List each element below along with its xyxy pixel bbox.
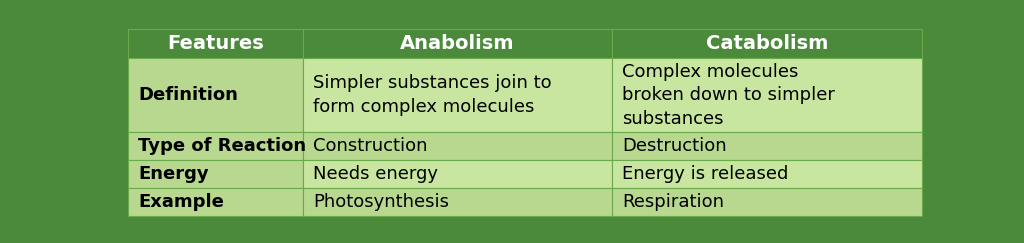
Bar — [128, 58, 303, 132]
Bar — [612, 160, 922, 188]
Bar — [128, 132, 303, 160]
Bar — [303, 160, 612, 188]
Text: Complex molecules
broken down to simpler
substances: Complex molecules broken down to simpler… — [623, 62, 836, 128]
Text: Type of Reaction: Type of Reaction — [138, 137, 306, 155]
Bar — [612, 58, 922, 132]
Bar — [612, 132, 922, 160]
Text: Catabolism: Catabolism — [706, 34, 828, 53]
Text: Construction: Construction — [313, 137, 427, 155]
Text: Respiration: Respiration — [623, 193, 724, 211]
Bar — [128, 29, 303, 58]
Bar — [303, 29, 612, 58]
Text: Anabolism: Anabolism — [400, 34, 515, 53]
Text: Example: Example — [138, 193, 224, 211]
Text: Needs energy: Needs energy — [313, 165, 438, 183]
Bar — [612, 188, 922, 216]
Text: Photosynthesis: Photosynthesis — [313, 193, 449, 211]
Text: Simpler substances join to
form complex molecules: Simpler substances join to form complex … — [313, 74, 552, 116]
Bar — [128, 160, 303, 188]
Bar — [128, 188, 303, 216]
Bar — [303, 58, 612, 132]
Text: Features: Features — [167, 34, 263, 53]
Bar — [303, 188, 612, 216]
Text: Definition: Definition — [138, 86, 239, 104]
Text: Destruction: Destruction — [623, 137, 727, 155]
Bar — [303, 132, 612, 160]
Bar — [612, 29, 922, 58]
Text: Energy: Energy — [138, 165, 209, 183]
Text: Energy is released: Energy is released — [623, 165, 788, 183]
